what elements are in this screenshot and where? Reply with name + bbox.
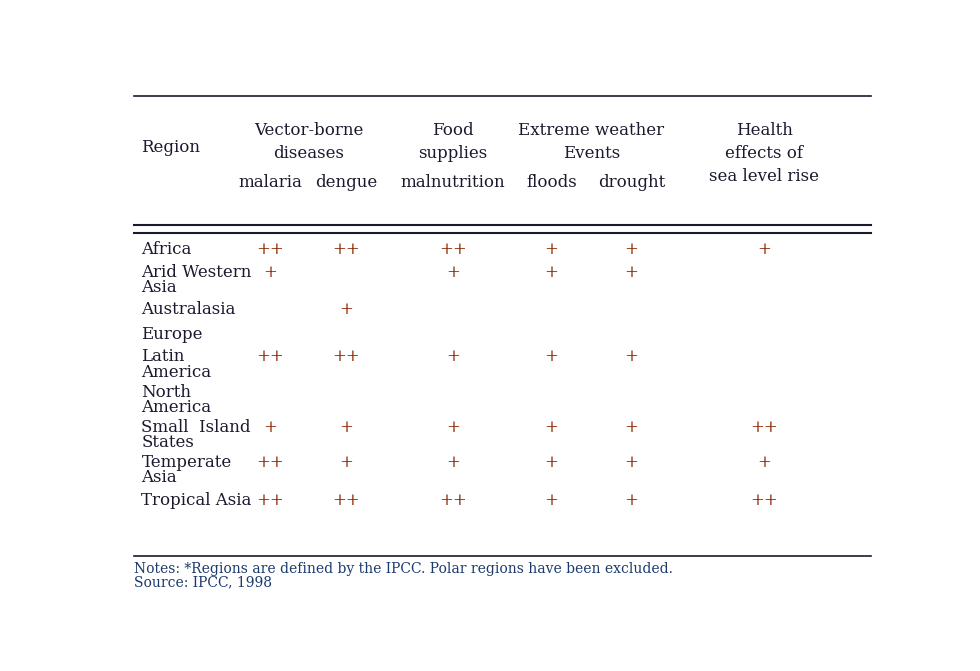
Text: +: + bbox=[624, 264, 638, 280]
Text: supplies: supplies bbox=[418, 145, 487, 162]
Text: Asia: Asia bbox=[141, 279, 177, 296]
Text: sea level rise: sea level rise bbox=[710, 168, 819, 185]
Text: Africa: Africa bbox=[141, 242, 192, 258]
Text: ++: ++ bbox=[751, 492, 778, 509]
Text: +: + bbox=[758, 454, 771, 471]
Text: ++: ++ bbox=[257, 348, 284, 366]
Text: +: + bbox=[264, 264, 277, 280]
Text: ++: ++ bbox=[257, 454, 284, 471]
Text: diseases: diseases bbox=[273, 145, 344, 162]
Text: Tropical Asia: Tropical Asia bbox=[141, 492, 252, 509]
Text: Extreme weather: Extreme weather bbox=[518, 122, 664, 139]
Text: +: + bbox=[446, 454, 460, 471]
Text: +: + bbox=[545, 419, 559, 435]
Text: ++: ++ bbox=[439, 242, 466, 258]
Text: Small  Island: Small Island bbox=[141, 419, 251, 435]
Text: Food: Food bbox=[432, 122, 473, 139]
Text: floods: floods bbox=[526, 174, 577, 191]
Text: Health: Health bbox=[736, 122, 793, 139]
Text: drought: drought bbox=[598, 174, 665, 191]
Text: Source: IPCC, 1998: Source: IPCC, 1998 bbox=[134, 576, 271, 590]
Text: America: America bbox=[141, 364, 212, 381]
Text: ++: ++ bbox=[751, 419, 778, 435]
Text: Temperate: Temperate bbox=[141, 454, 231, 471]
Text: malaria: malaria bbox=[239, 174, 303, 191]
Text: North: North bbox=[141, 384, 191, 401]
Text: +: + bbox=[758, 242, 771, 258]
Text: +: + bbox=[340, 301, 354, 319]
Text: ++: ++ bbox=[439, 492, 466, 509]
Text: +: + bbox=[446, 348, 460, 366]
Text: +: + bbox=[624, 348, 638, 366]
Text: +: + bbox=[545, 454, 559, 471]
Text: +: + bbox=[340, 454, 354, 471]
Text: +: + bbox=[446, 419, 460, 435]
Text: +: + bbox=[624, 242, 638, 258]
Text: +: + bbox=[446, 264, 460, 280]
Text: malnutrition: malnutrition bbox=[401, 174, 506, 191]
Text: ++: ++ bbox=[332, 348, 361, 366]
Text: Asia: Asia bbox=[141, 469, 177, 486]
Text: +: + bbox=[545, 264, 559, 280]
Text: +: + bbox=[545, 242, 559, 258]
Text: Events: Events bbox=[563, 145, 620, 162]
Text: +: + bbox=[264, 419, 277, 435]
Text: +: + bbox=[624, 492, 638, 509]
Text: Australasia: Australasia bbox=[141, 301, 236, 319]
Text: ++: ++ bbox=[257, 242, 284, 258]
Text: +: + bbox=[340, 419, 354, 435]
Text: States: States bbox=[141, 434, 194, 451]
Text: +: + bbox=[624, 454, 638, 471]
Text: ++: ++ bbox=[257, 492, 284, 509]
Text: effects of: effects of bbox=[725, 145, 804, 162]
Text: +: + bbox=[624, 419, 638, 435]
Text: Europe: Europe bbox=[141, 326, 203, 344]
Text: ++: ++ bbox=[332, 242, 361, 258]
Text: Region: Region bbox=[141, 139, 201, 156]
Text: Latin: Latin bbox=[141, 348, 185, 366]
Text: Notes: *Regions are defined by the IPCC. Polar regions have been excluded.: Notes: *Regions are defined by the IPCC.… bbox=[134, 562, 672, 576]
Text: +: + bbox=[545, 492, 559, 509]
Text: +: + bbox=[545, 348, 559, 366]
Text: Arid Western: Arid Western bbox=[141, 264, 252, 280]
Text: ++: ++ bbox=[332, 492, 361, 509]
Text: Vector-borne: Vector-borne bbox=[254, 122, 364, 139]
Text: dengue: dengue bbox=[316, 174, 377, 191]
Text: America: America bbox=[141, 399, 212, 416]
